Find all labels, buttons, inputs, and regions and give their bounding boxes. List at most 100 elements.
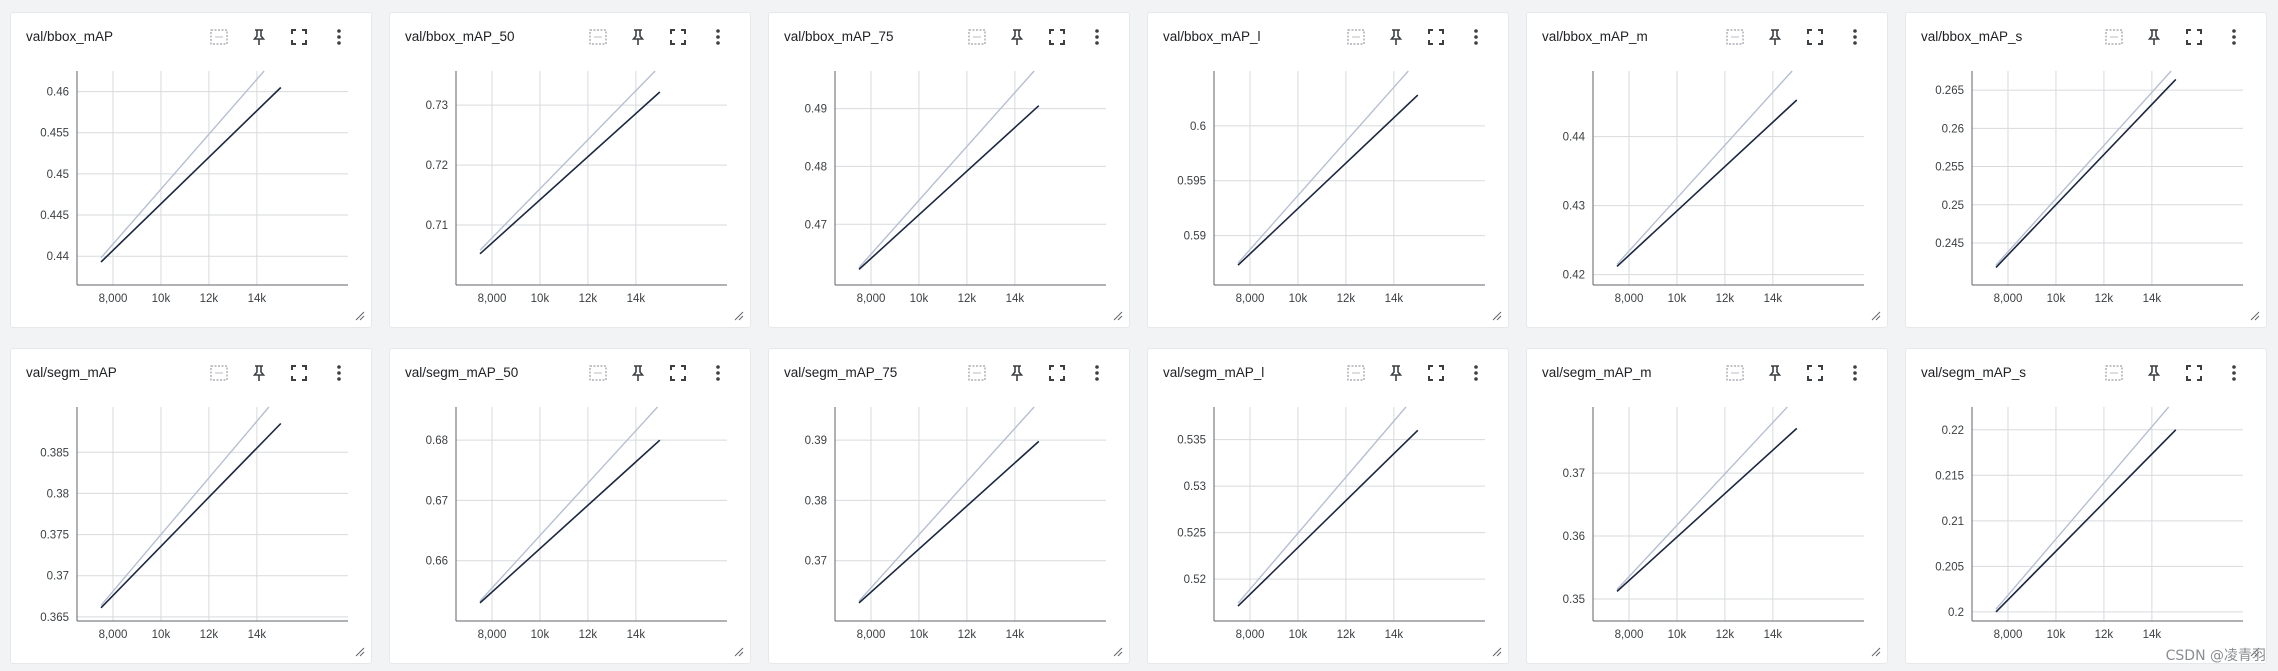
y-tick-label: 0.53 (1184, 481, 1206, 493)
more-options-button[interactable] (2214, 25, 2254, 49)
more-options-button[interactable] (1835, 25, 1875, 49)
watermark: CSDN @凌青羽 (2165, 648, 2266, 664)
fullscreen-button[interactable] (279, 361, 319, 385)
download-data-button[interactable] (957, 25, 997, 49)
pin-button[interactable] (1376, 25, 1416, 49)
card-toolbar (1336, 25, 1496, 49)
y-tick-label: 0.385 (40, 447, 69, 459)
line-chart: 8,000 10k 12k 14k 0.59 0.595 0.6 (1177, 70, 1485, 305)
pin-button[interactable] (1755, 361, 1795, 385)
more-options-button[interactable] (1456, 361, 1496, 385)
series-line-smoothed (100, 422, 282, 609)
resize-handle-icon[interactable] (2250, 311, 2260, 321)
series-line-raw (479, 70, 656, 251)
resize-handle-icon[interactable] (2250, 647, 2260, 657)
series-line-smoothed (858, 440, 1040, 604)
fullscreen-button[interactable] (658, 25, 698, 49)
download-data-button[interactable] (1715, 361, 1755, 385)
resize-handle-icon[interactable] (1871, 311, 1881, 321)
series-line-smoothed (1237, 429, 1419, 607)
more-options-button[interactable] (698, 361, 738, 385)
card-toolbar (957, 25, 1117, 49)
more-options-button[interactable] (698, 25, 738, 49)
x-tick-label: 10k (910, 629, 929, 641)
more-options-button[interactable] (1077, 361, 1117, 385)
y-tick-label: 0.71 (426, 220, 448, 232)
x-tick-label: 12k (2095, 629, 2114, 641)
series-line-smoothed (1616, 99, 1798, 267)
chart-title: val/bbox_mAP_50 (405, 29, 515, 44)
fullscreen-button[interactable] (1416, 361, 1456, 385)
pin-button[interactable] (997, 25, 1037, 49)
fullscreen-button[interactable] (1416, 25, 1456, 49)
x-tick-label: 8,000 (1615, 629, 1644, 641)
fullscreen-button[interactable] (279, 25, 319, 49)
download-data-button[interactable] (1715, 25, 1755, 49)
download-data-button[interactable] (199, 361, 239, 385)
x-tick-label: 10k (152, 293, 171, 305)
chart-title: val/bbox_mAP_75 (784, 29, 894, 44)
chart-card: val/bbox_mAP_m 8,000 10k 12k 14k 0.42 0.43 0.44 (1526, 12, 1888, 328)
pin-button[interactable] (2134, 25, 2174, 49)
resize-handle-icon[interactable] (355, 647, 365, 657)
more-options-button[interactable] (2214, 361, 2254, 385)
series-line-smoothed (1237, 94, 1419, 266)
download-data-button[interactable] (1336, 25, 1376, 49)
fullscreen-button[interactable] (1795, 361, 1835, 385)
more-vert-icon (1095, 365, 1099, 381)
resize-handle-icon[interactable] (1492, 647, 1502, 657)
pin-button[interactable] (2134, 361, 2174, 385)
download-data-button[interactable] (1336, 361, 1376, 385)
resize-handle-icon[interactable] (1492, 311, 1502, 321)
fullscreen-button[interactable] (658, 361, 698, 385)
fullscreen-button[interactable] (2174, 361, 2214, 385)
pin-button[interactable] (618, 25, 658, 49)
pin-button[interactable] (239, 361, 279, 385)
fullscreen-button[interactable] (1037, 25, 1077, 49)
pin-icon (1389, 365, 1403, 381)
more-options-button[interactable] (1456, 25, 1496, 49)
y-tick-label: 0.44 (1563, 132, 1586, 144)
more-options-button[interactable] (1077, 25, 1117, 49)
resize-handle-icon[interactable] (1113, 311, 1123, 321)
download-data-button[interactable] (2094, 25, 2134, 49)
y-tick-label: 0.535 (1177, 435, 1206, 447)
fullscreen-button[interactable] (1795, 25, 1835, 49)
pin-button[interactable] (997, 361, 1037, 385)
download-data-button[interactable] (2094, 361, 2134, 385)
pin-icon (1768, 365, 1782, 381)
pin-button[interactable] (618, 361, 658, 385)
card-toolbar (1715, 361, 1875, 385)
resize-handle-icon[interactable] (1113, 647, 1123, 657)
y-tick-label: 0.45 (47, 169, 69, 181)
pin-button[interactable] (239, 25, 279, 49)
y-tick-label: 0.39 (805, 435, 827, 447)
more-options-button[interactable] (1835, 361, 1875, 385)
download-data-button[interactable] (957, 361, 997, 385)
fullscreen-icon (2186, 29, 2202, 45)
chart-title: val/bbox_mAP_l (1163, 29, 1261, 44)
more-options-button[interactable] (319, 25, 359, 49)
download-data-button[interactable] (578, 25, 618, 49)
chart-card: val/bbox_mAP_75 8,000 10k 12k 14k 0.47 0.48 0.4… (768, 12, 1130, 328)
pin-button[interactable] (1755, 25, 1795, 49)
x-tick-label: 12k (579, 629, 598, 641)
more-options-button[interactable] (319, 361, 359, 385)
fullscreen-button[interactable] (2174, 25, 2214, 49)
card-toolbar (957, 361, 1117, 385)
resize-handle-icon[interactable] (734, 311, 744, 321)
download-data-button[interactable] (199, 25, 239, 49)
fullscreen-button[interactable] (1037, 361, 1077, 385)
series-line-raw (1237, 406, 1407, 604)
chart-card: val/bbox_mAP_s 8,000 10k 12k 14k 0.245 0.25 0.2… (1905, 12, 2267, 328)
resize-handle-icon[interactable] (355, 311, 365, 321)
resize-handle-icon[interactable] (734, 647, 744, 657)
pin-button[interactable] (1376, 361, 1416, 385)
resize-handle-icon[interactable] (1871, 647, 1881, 657)
y-tick-label: 0.37 (805, 556, 827, 568)
download-data-button[interactable] (578, 361, 618, 385)
card-toolbar (199, 25, 359, 49)
pin-icon (2147, 365, 2161, 381)
series-line-smoothed (1616, 427, 1798, 592)
chart-card: val/segm_mAP_l 8,000 10k 12k 14k 0.52 0.525 0.5… (1147, 348, 1509, 664)
